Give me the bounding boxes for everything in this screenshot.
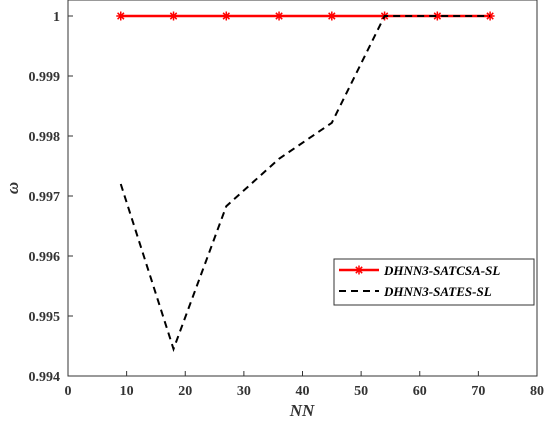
y-tick-label: 0.997: [29, 190, 61, 205]
x-tick-label: 10: [120, 384, 134, 399]
y-tick-label: 0.995: [29, 310, 61, 325]
series-1-point: [274, 11, 284, 21]
y-axis-label: ω: [3, 182, 22, 194]
series-1-point: [327, 11, 337, 21]
x-tick-label: 20: [178, 384, 192, 399]
y-tick-label: 1: [53, 10, 60, 25]
x-tick-label: 50: [354, 384, 368, 399]
series-1-point: [116, 11, 126, 21]
plot-area: [67, 0, 538, 377]
legend-marker-point: [354, 265, 364, 275]
legend-label-series-2: DHNN3-SATES-SL: [383, 284, 492, 299]
legend-label-series-1: DHNN3-SATCSA-SL: [383, 263, 500, 278]
x-tick-label: 60: [413, 384, 427, 399]
y-tick-label: 0.996: [29, 250, 61, 265]
x-axis-ticks: 0 10 20 30 40 50 60 70 80: [65, 371, 544, 399]
series-1-point: [221, 11, 231, 21]
y-tick-label: 0.998: [29, 130, 61, 145]
x-tick-label: 70: [471, 384, 485, 399]
y-tick-label: 0.999: [29, 70, 61, 85]
legend: DHNN3-SATCSA-SL DHNN3-SATES-SL: [333, 258, 535, 306]
series-layer: [116, 11, 495, 353]
x-tick-label: 80: [530, 384, 544, 399]
series-1-point: [169, 11, 179, 21]
legend-box: [333, 258, 535, 306]
x-tick-label: 40: [296, 384, 310, 399]
series-2-line: [119, 15, 491, 353]
x-tick-label: 0: [65, 384, 72, 399]
legend-marker-series-1: [354, 265, 364, 275]
y-tick-label: 0.994: [29, 370, 61, 385]
x-tick-label: 30: [237, 384, 251, 399]
x-axis-label: NN: [289, 401, 315, 420]
y-axis-ticks: 0.994 0.995 0.996 0.997 0.998 0.999 1: [29, 10, 73, 385]
